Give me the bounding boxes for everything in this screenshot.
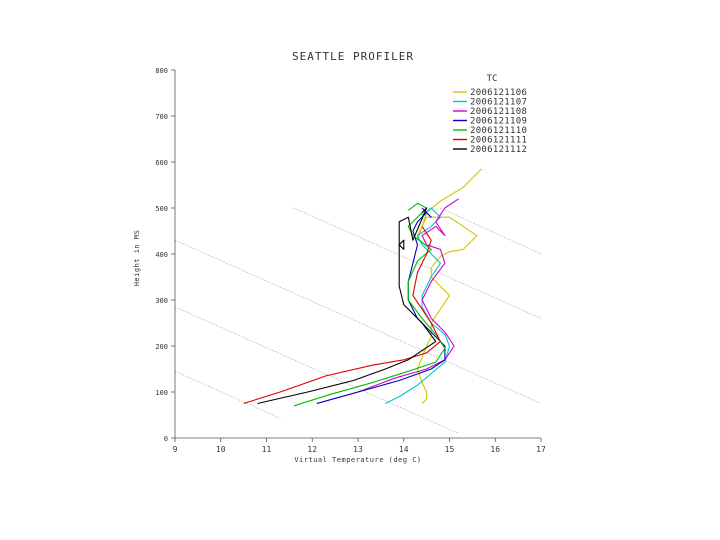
y-tick-label: 200 — [155, 343, 168, 351]
reference-line — [175, 370, 281, 419]
x-tick-label: 9 — [173, 445, 178, 454]
x-tick-label: 17 — [536, 445, 546, 454]
series-line-4 — [316, 207, 446, 405]
reference-lines — [175, 207, 541, 434]
x-tick-label: 12 — [307, 445, 317, 454]
legend-label: 2006121111 — [470, 136, 527, 146]
series-line-7 — [257, 207, 437, 405]
series-line-6 — [243, 226, 441, 405]
legend-header: TC — [487, 74, 498, 84]
reference-line — [293, 207, 541, 319]
x-tick-label: 14 — [399, 445, 409, 454]
y-tick-label: 300 — [155, 297, 168, 305]
y-tick-label: 800 — [155, 67, 168, 75]
x-tick-label: 13 — [353, 445, 363, 454]
y-tick-label: 700 — [155, 113, 168, 121]
x-tick-label: 15 — [445, 445, 455, 454]
reference-line — [440, 207, 541, 255]
chart-title: SEATTLE PROFILER — [292, 50, 414, 63]
y-tick-label: 500 — [155, 205, 168, 213]
x-tick-label: 16 — [490, 445, 500, 454]
legend: TC 2006121106200612110720061211082006121… — [453, 74, 527, 155]
legend-label: 2006121108 — [470, 107, 527, 117]
x-tick-label: 11 — [262, 445, 272, 454]
legend-label: 2006121106 — [470, 88, 527, 98]
y-tick-label: 400 — [155, 251, 168, 259]
y-tick-label: 600 — [155, 159, 168, 167]
reference-line — [175, 239, 541, 404]
series-line-5 — [293, 202, 446, 407]
y-axis-label: Height in MS — [133, 230, 141, 287]
reference-line — [175, 306, 459, 434]
legend-label: 2006121109 — [470, 117, 527, 127]
legend-label: 2006121107 — [470, 98, 527, 108]
x-tick-label: 10 — [216, 445, 226, 454]
axis-ticks: 9 10 11 12 13 14 15 16 17 0 100 200 300 400 500 600 700 8… — [155, 67, 546, 454]
y-tick-label: 100 — [155, 389, 168, 397]
legend-label: 2006121110 — [470, 126, 527, 136]
y-tick-label: 0 — [164, 435, 168, 443]
legend-label: 2006121112 — [470, 145, 527, 155]
series-line-2 — [385, 207, 451, 404]
series-lines — [243, 168, 482, 407]
series-line-3 — [316, 198, 459, 405]
x-axis-label: Virtual Temperature (deg C) — [294, 456, 421, 464]
